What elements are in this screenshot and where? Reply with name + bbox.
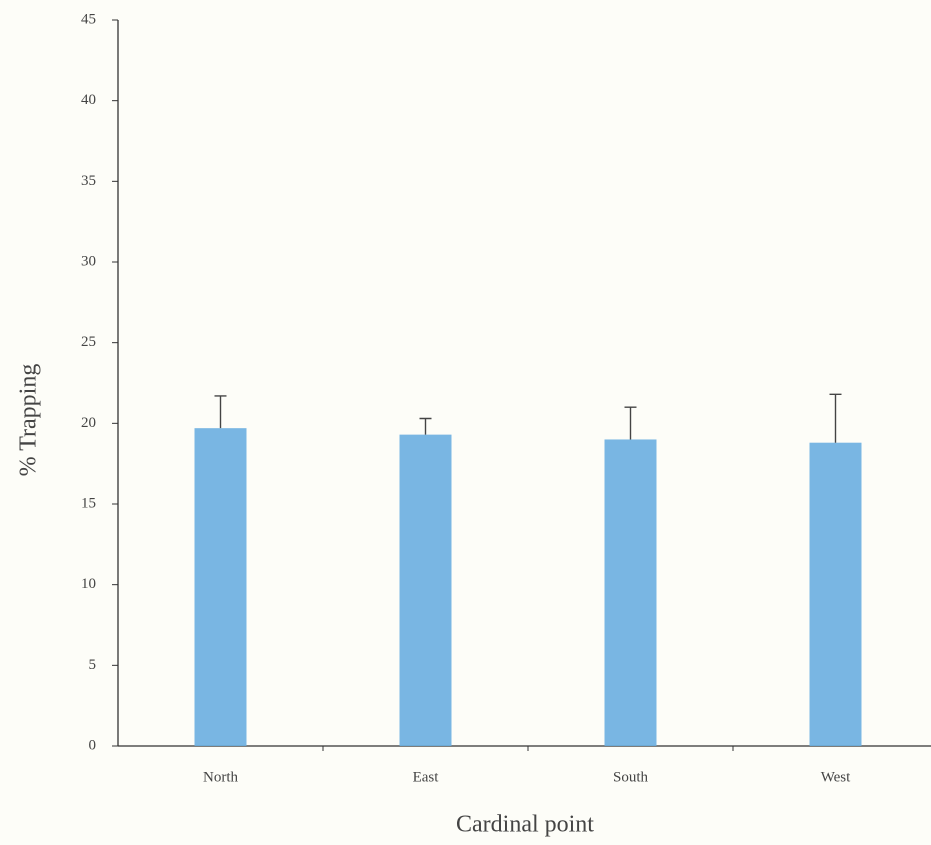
y-tick-label: 35 <box>81 173 96 189</box>
x-tick-label: North <box>203 769 238 785</box>
y-tick-label: 30 <box>81 253 96 269</box>
chart: % Trapping Cardinal point 0 5 10 15 20 25 30 35… <box>0 0 931 845</box>
bar <box>605 439 657 746</box>
x-axis-label: Cardinal point <box>456 812 594 838</box>
x-tick-label: East <box>413 769 440 785</box>
bar <box>195 428 247 746</box>
bar <box>400 435 452 746</box>
error-bar <box>830 394 842 442</box>
y-axis-label: % Trapping <box>16 364 42 477</box>
error-bar <box>625 407 637 439</box>
error-bar <box>420 418 432 434</box>
y-tick-label: 20 <box>81 415 96 431</box>
y-tick-label: 25 <box>81 334 96 350</box>
y-tick-label: 40 <box>81 92 96 108</box>
y-tick-label: 15 <box>81 495 96 511</box>
bar <box>810 443 862 746</box>
x-tick-label: South <box>613 769 649 785</box>
y-tick-label: 0 <box>89 737 97 753</box>
error-bar <box>215 396 227 428</box>
y-tick-label: 5 <box>89 657 97 673</box>
y-tick-label: 45 <box>81 11 96 27</box>
x-tick-label: West <box>821 769 851 785</box>
y-tick-label: 10 <box>81 576 96 592</box>
